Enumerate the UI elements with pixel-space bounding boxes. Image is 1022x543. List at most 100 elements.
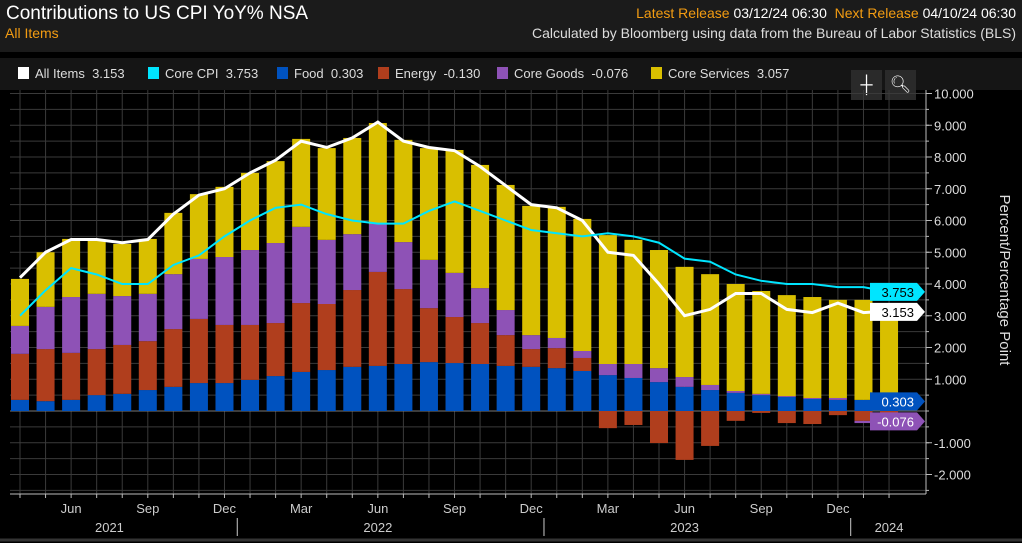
bar-food xyxy=(87,395,106,411)
latest-release-label: Latest Release xyxy=(636,5,730,21)
bar-food xyxy=(189,383,208,411)
bar-core-goods xyxy=(62,297,81,353)
bar-food xyxy=(343,366,362,411)
value-tag xyxy=(870,412,925,431)
bar-core-goods xyxy=(675,377,694,387)
bar-energy xyxy=(828,411,847,416)
bar-core-services xyxy=(496,184,515,311)
bar-core-services xyxy=(675,266,694,378)
bar-core-goods xyxy=(496,310,515,336)
legend-label: Energy xyxy=(395,66,437,81)
bar-core-services xyxy=(828,299,847,398)
legend-item[interactable]: Core CPI 3.753 xyxy=(148,66,258,81)
bar-core-services xyxy=(113,243,132,297)
next-release-value: 04/10/24 06:30 xyxy=(922,5,1016,21)
year-label: 2024 xyxy=(875,520,904,535)
bar-energy xyxy=(241,324,260,380)
legend-item[interactable]: Core Goods -0.076 xyxy=(497,66,628,81)
y-tick-label: -1.000 xyxy=(934,436,971,451)
bar-core-goods xyxy=(547,337,566,349)
bar-food xyxy=(726,392,745,411)
y-tick-label: 9.000 xyxy=(934,118,967,133)
y-tick-label: 2.000 xyxy=(934,341,967,356)
y-tick-label: 10.000 xyxy=(934,87,974,102)
legend-label: Core CPI xyxy=(165,66,219,81)
y-tick-label: 1.000 xyxy=(934,372,967,387)
bar-core-services xyxy=(726,284,745,391)
value-tag-label: 3.753 xyxy=(881,285,914,300)
bar-core-goods xyxy=(241,250,260,325)
bar-core-services xyxy=(317,148,336,240)
y-tick-label: 6.000 xyxy=(934,214,967,229)
bar-energy xyxy=(854,411,873,421)
bar-energy xyxy=(624,411,643,425)
bar-energy xyxy=(343,290,362,367)
bar-food xyxy=(675,386,694,411)
bar-energy xyxy=(394,289,413,365)
legend-value: 0.303 xyxy=(330,66,364,81)
bar-food xyxy=(828,399,847,411)
legend-label: Core Services xyxy=(668,66,750,81)
bar-core-goods xyxy=(624,364,643,378)
bar-food xyxy=(215,383,234,411)
value-tag-label: 0.303 xyxy=(881,394,914,409)
bar-core-goods xyxy=(573,350,592,358)
x-tick-label: Sep xyxy=(750,501,773,516)
bar-energy xyxy=(701,411,720,446)
bar-core-goods xyxy=(138,293,157,342)
bar-food xyxy=(317,370,336,411)
bar-core-services xyxy=(189,194,208,259)
bar-energy xyxy=(419,308,438,363)
y-tick-label: 7.000 xyxy=(934,182,967,197)
bar-food xyxy=(854,399,873,411)
line-all-items xyxy=(18,120,890,318)
bar-energy xyxy=(471,323,490,365)
legend-swatch xyxy=(497,67,508,79)
bar-core-services xyxy=(752,290,771,394)
bar-core-goods xyxy=(317,239,336,305)
zoom-button[interactable]: 🔍︎ xyxy=(885,70,916,100)
crosshair-icon: ┼ xyxy=(860,75,873,94)
bar-core-goods xyxy=(266,243,285,324)
legend-item[interactable]: Food 0.303 xyxy=(277,66,363,81)
bar-food xyxy=(394,364,413,411)
legend-item[interactable]: All Items 3.153 xyxy=(18,66,125,81)
x-tick-label: Jun xyxy=(367,501,388,516)
bar-energy xyxy=(803,411,822,425)
bar-food xyxy=(573,370,592,411)
y-tick-label: 8.000 xyxy=(934,150,967,165)
bar-food xyxy=(471,364,490,411)
bar-core-goods xyxy=(292,226,311,304)
x-tick-label: Sep xyxy=(443,501,466,516)
bar-food xyxy=(752,395,771,411)
y-axis-title: Percent/Percentage Point xyxy=(996,195,1013,367)
legend-value: 3.153 xyxy=(92,66,125,81)
year-label: 2022 xyxy=(363,520,392,535)
bar-core-services xyxy=(394,139,413,243)
bar-food xyxy=(113,393,132,411)
legend-swatch xyxy=(18,67,29,79)
bar-core-services xyxy=(854,299,873,400)
legend-item[interactable]: Core Services 3.057 xyxy=(651,66,789,81)
bar-core-goods xyxy=(828,397,847,400)
bar-energy xyxy=(445,317,464,364)
legend-label: Food xyxy=(294,66,324,81)
bar-energy xyxy=(777,411,796,424)
bar-energy xyxy=(726,411,745,421)
bar-core-goods xyxy=(189,258,208,319)
legend-item[interactable]: Energy -0.130 xyxy=(378,66,480,81)
bar-core-services xyxy=(343,137,362,235)
bar-core-services xyxy=(522,205,541,336)
legend-swatch xyxy=(277,67,288,79)
latest-release-value: 03/12/24 06:30 xyxy=(733,5,827,21)
bar-core-goods xyxy=(11,325,29,354)
chart-subtitle[interactable]: All Items xyxy=(5,25,59,41)
bar-core-services xyxy=(368,123,387,224)
bar-food xyxy=(547,368,566,411)
legend-swatch xyxy=(651,67,662,79)
legend-swatch xyxy=(148,67,159,79)
crosshair-button[interactable]: ┼ xyxy=(851,70,882,100)
bar-energy xyxy=(62,352,81,400)
bar-core-services xyxy=(880,304,899,402)
